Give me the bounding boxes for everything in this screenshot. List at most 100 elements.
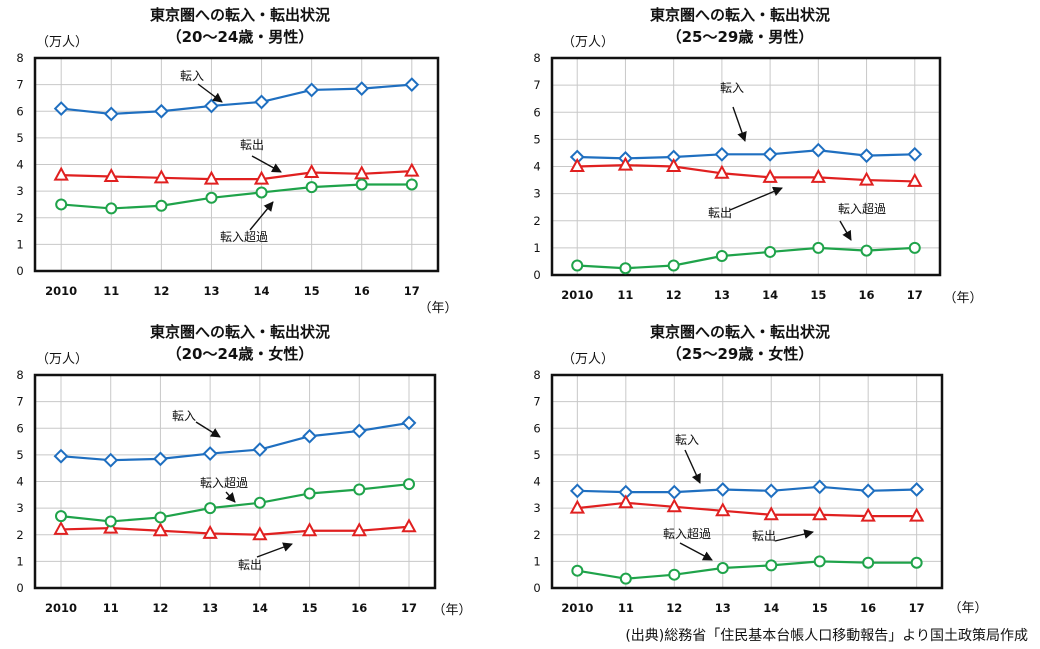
- chart-subtitle: （25～29歳・男性）: [667, 28, 814, 46]
- series-line: [61, 183, 412, 210]
- data-point-circle: [860, 244, 873, 257]
- x-tick-label: 14: [254, 284, 270, 298]
- data-point-triangle: [152, 522, 169, 537]
- y-tick-label: 0: [533, 581, 540, 595]
- data-point-triangle: [762, 168, 778, 183]
- y-tick-label: 1: [16, 237, 23, 251]
- x-tick-label: 15: [302, 601, 318, 615]
- series-circle: [55, 178, 418, 215]
- x-tick-label: 16: [351, 601, 367, 615]
- annotation-label: 転出: [240, 138, 264, 152]
- annotation-label: 転入超過: [220, 229, 268, 244]
- y-tick-label: 8: [533, 51, 540, 65]
- data-point-triangle: [153, 169, 170, 184]
- data-point-circle: [715, 250, 728, 263]
- series-line: [577, 149, 915, 160]
- series-circle: [571, 241, 921, 275]
- data-point-diamond: [859, 148, 874, 164]
- y-tick-label: 5: [533, 132, 540, 146]
- chart-panel: 東京圏への転入・転出状況（25～29歳・男性）（万人）0123456782010…: [533, 6, 982, 306]
- annotation-arrow: [774, 529, 814, 542]
- series-triangle: [53, 162, 420, 185]
- data-point-circle: [355, 178, 368, 191]
- y-tick-label: 6: [16, 104, 23, 118]
- x-tick-label: 13: [203, 284, 219, 298]
- annotation-arrow: [225, 491, 236, 503]
- data-point-circle: [571, 564, 584, 577]
- data-point-triangle: [665, 157, 682, 172]
- data-point-diamond: [254, 94, 269, 110]
- data-point-circle: [619, 262, 632, 275]
- plot-frame: [550, 56, 942, 277]
- data-point-triangle: [252, 526, 268, 541]
- plot-frame: [550, 373, 944, 590]
- series-triangle: [53, 518, 417, 541]
- x-tick-label: 16: [354, 284, 370, 298]
- data-point-triangle: [203, 170, 220, 185]
- x-axis-unit-label: （年）: [432, 603, 471, 618]
- annotation-arrow: [679, 542, 713, 561]
- data-point-circle: [204, 502, 217, 515]
- data-point-diamond: [666, 484, 682, 500]
- data-point-circle: [205, 191, 218, 204]
- x-tick-label: 12: [666, 288, 682, 302]
- annotation-label: 転入超過: [200, 475, 248, 490]
- chart-subtitle: （25～29歳・女性）: [667, 345, 814, 363]
- x-axis-unit-label: （年）: [943, 291, 982, 306]
- data-point-circle: [105, 202, 118, 215]
- y-tick-label: 2: [533, 214, 540, 228]
- data-point-triangle: [253, 170, 270, 185]
- data-point-circle: [812, 241, 825, 254]
- y-tick-label: 0: [16, 581, 23, 595]
- x-tick-label: 13: [715, 601, 731, 615]
- data-point-triangle: [763, 506, 779, 521]
- y-tick-label: 6: [16, 421, 23, 435]
- chart-panel: 東京圏への転入・転出状況（25～29歳・女性）（万人）0123456782010…: [533, 323, 987, 616]
- data-point-triangle: [404, 162, 420, 177]
- data-point-diamond: [153, 451, 168, 467]
- data-point-circle: [908, 241, 921, 254]
- plot-frame: [33, 373, 437, 590]
- data-point-triangle: [53, 520, 69, 535]
- annotation-label: 転入超過: [838, 201, 886, 216]
- x-tick-label: 17: [404, 284, 420, 298]
- y-tick-label: 3: [533, 501, 540, 515]
- data-point-circle: [862, 556, 875, 569]
- annotation-arrow: [256, 542, 293, 558]
- data-point-triangle: [714, 164, 730, 179]
- data-point-circle: [55, 198, 68, 211]
- data-point-diamond: [404, 77, 420, 93]
- x-tick-label: 17: [909, 601, 925, 615]
- data-point-triangle: [202, 524, 218, 539]
- data-point-diamond: [810, 142, 826, 158]
- series-line: [60, 421, 410, 462]
- data-point-triangle: [351, 522, 367, 537]
- x-tick-label: 16: [859, 288, 875, 302]
- x-tick-label: 12: [153, 284, 169, 298]
- x-tick-label: 2010: [561, 288, 593, 302]
- data-point-circle: [55, 510, 67, 523]
- y-tick-label: 2: [16, 528, 23, 542]
- y-tick-label: 1: [533, 241, 540, 255]
- data-point-circle: [764, 245, 777, 258]
- x-tick-label: 13: [202, 601, 218, 615]
- data-point-triangle: [401, 518, 417, 533]
- data-point-circle: [668, 568, 681, 581]
- x-tick-label: 2010: [45, 601, 77, 615]
- series-line: [60, 483, 410, 523]
- annotation-arrow: [251, 155, 282, 173]
- source-note: (出典)総務省「住民基本台帳人口移動報告」より国土政策局作成: [625, 627, 1028, 644]
- y-tick-label: 1: [533, 554, 540, 568]
- y-tick-label: 7: [533, 78, 540, 92]
- data-point-triangle: [617, 156, 634, 171]
- series-diamond: [569, 479, 925, 500]
- data-point-diamond: [354, 81, 370, 97]
- chart-title: 東京圏への転入・転出状況: [150, 6, 330, 24]
- annotation-label: 転入: [720, 81, 744, 95]
- data-point-triangle: [860, 507, 876, 522]
- chart-title: 東京圏への転入・転出状況: [150, 323, 330, 341]
- x-tick-label: 16: [860, 601, 876, 615]
- series-diamond: [53, 77, 420, 122]
- y-tick-label: 8: [16, 51, 23, 65]
- data-point-triangle: [812, 506, 828, 521]
